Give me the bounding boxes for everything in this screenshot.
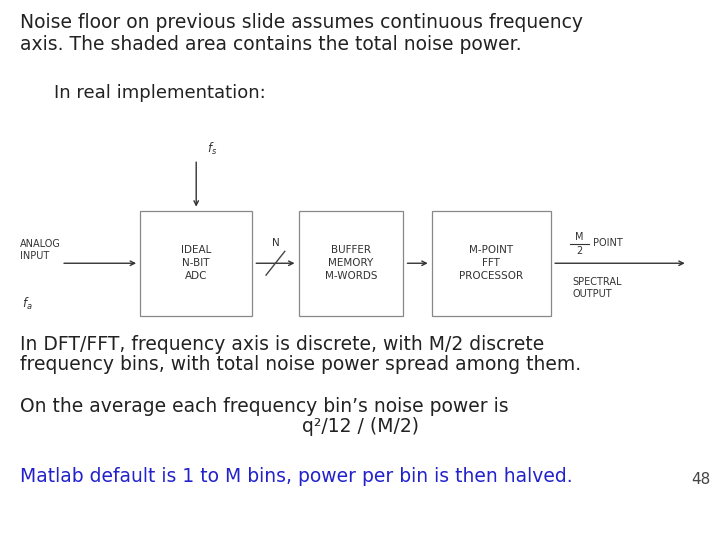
Text: 48: 48 [691,472,711,488]
Text: axis. The shaded area contains the total noise power.: axis. The shaded area contains the total… [20,35,522,54]
Text: POINT: POINT [593,238,622,248]
Text: Matlab default is 1 to M bins, power per bin is then halved.: Matlab default is 1 to M bins, power per… [20,467,573,486]
Text: $f_s$: $f_s$ [207,140,217,157]
Text: N: N [271,238,279,248]
Text: IDEAL
N-BIT
ADC: IDEAL N-BIT ADC [181,246,212,281]
Text: ANALOG
INPUT: ANALOG INPUT [20,239,61,261]
Text: In DFT/FFT, frequency axis is discrete, with M/2 discrete: In DFT/FFT, frequency axis is discrete, … [20,335,544,354]
Text: SPECTRAL
OUTPUT: SPECTRAL OUTPUT [572,277,622,299]
Text: Noise floor on previous slide assumes continuous frequency: Noise floor on previous slide assumes co… [20,14,583,32]
Text: M: M [575,232,584,241]
Bar [432,211,551,316]
Text: In real implementation:: In real implementation: [54,84,266,102]
Bar [140,211,252,316]
Text: 2: 2 [577,246,582,256]
Bar [299,211,403,316]
Text: M-POINT
FFT
PROCESSOR: M-POINT FFT PROCESSOR [459,246,523,281]
Text: $f_a$: $f_a$ [22,296,32,312]
Text: frequency bins, with total noise power spread among them.: frequency bins, with total noise power s… [20,355,581,374]
Text: q²/12 / (M/2): q²/12 / (M/2) [302,417,418,436]
Text: BUFFER
MEMORY
M-WORDS: BUFFER MEMORY M-WORDS [325,246,377,281]
Text: On the average each frequency bin’s noise power is: On the average each frequency bin’s nois… [20,397,509,416]
